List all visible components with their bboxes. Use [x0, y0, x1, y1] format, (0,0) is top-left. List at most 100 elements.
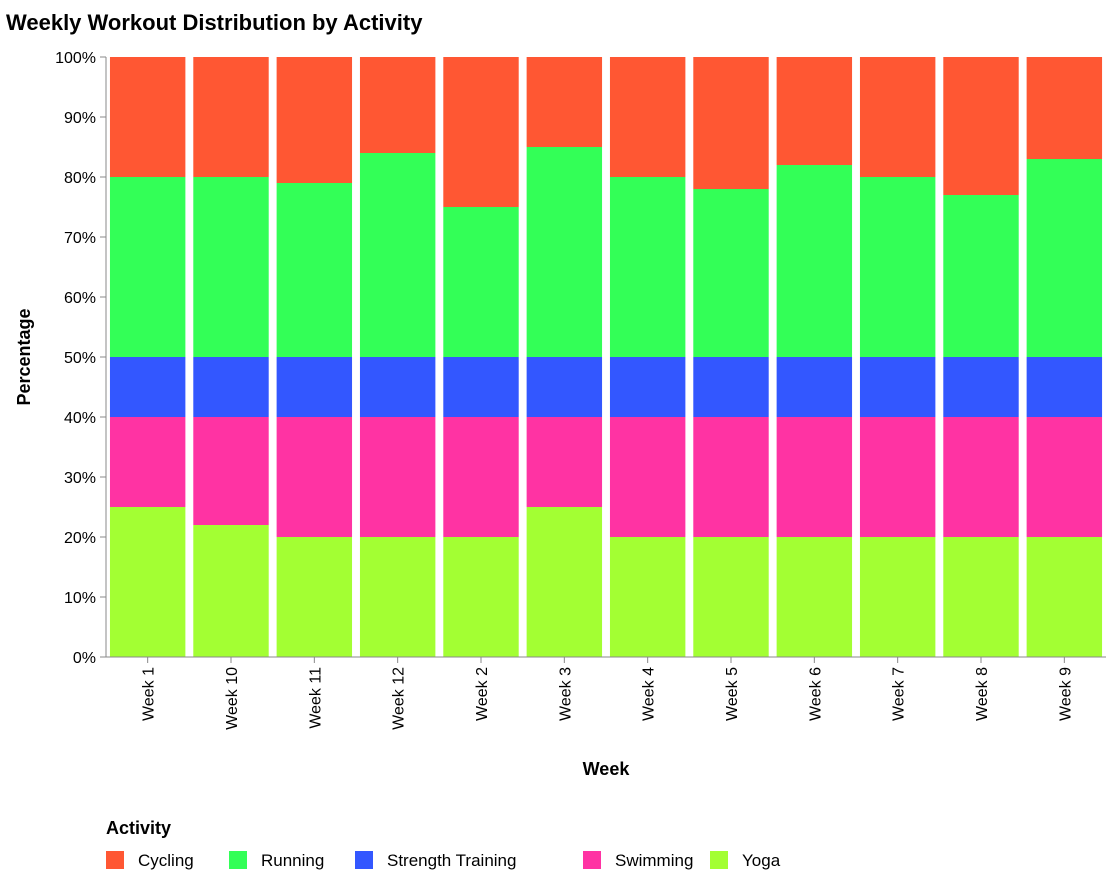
bars-group [109, 57, 1103, 657]
bar-week-8-yoga [943, 537, 1019, 657]
bar-week-2-swimming [443, 417, 519, 537]
bar-week-6-strength-training [776, 357, 853, 417]
bar-week-1-swimming [109, 417, 186, 507]
x-axis: Week 1 Week 10 Week 11 Week 12 Week 2 Week 3 W… [106, 656, 1106, 730]
bar-week-1-running [109, 177, 186, 357]
bar-week-4-running [609, 177, 686, 357]
x-tick-label: Week 1 [141, 667, 158, 721]
x-tick-label: Week 3 [557, 667, 574, 721]
y-tick-label: 70% [64, 230, 96, 247]
chart-title: Weekly Workout Distribution by Activity [6, 10, 423, 35]
bar-week-8-cycling [943, 57, 1019, 195]
bar-week-6-yoga [776, 537, 853, 657]
legend-item-cycling: Cycling [106, 851, 194, 870]
x-tick-label: Week 8 [974, 667, 991, 721]
bar-week-3-strength-training [526, 357, 603, 417]
bar-week-1-cycling [109, 57, 186, 177]
bar-week-11-yoga [276, 537, 353, 657]
bar-week-8-swimming [943, 417, 1019, 537]
bar-week-2-yoga [443, 537, 519, 657]
x-axis-label: Week [583, 759, 631, 779]
y-tick-label: 100% [55, 50, 96, 67]
bar-week-4-cycling [609, 57, 686, 177]
bar-week-10-swimming [193, 417, 269, 525]
bar-week-10-yoga [193, 525, 269, 657]
x-tick-label: Week 9 [1057, 667, 1074, 721]
bar-week-2-running [443, 207, 519, 357]
bar-week-5-swimming [693, 417, 769, 537]
legend-items: Cycling Running Strength Training Swimming Y… [106, 851, 781, 870]
bar-week-7-cycling [859, 57, 936, 177]
bar-week-5-yoga [693, 537, 769, 657]
bar-week-5-cycling [693, 57, 769, 189]
bar-week-11-swimming [276, 417, 353, 537]
bar-week-10-strength-training [193, 357, 269, 417]
y-tick-label: 50% [64, 350, 96, 367]
bar-week-2-cycling [443, 57, 519, 207]
y-tick-label: 20% [64, 530, 96, 547]
y-tick-label: 90% [64, 110, 96, 127]
bar-week-8-strength-training [943, 357, 1019, 417]
bar-week-12-running [359, 153, 436, 357]
legend-label: Strength Training [387, 851, 516, 870]
bar-week-7-swimming [859, 417, 936, 537]
legend: Activity Cycling Running Strength Training… [106, 818, 781, 870]
legend-swatch [710, 851, 728, 869]
y-tick-label: 60% [64, 290, 96, 307]
bar-week-11-cycling [276, 57, 353, 183]
x-tick-label: Week 5 [724, 667, 741, 721]
bar-week-4-yoga [609, 537, 686, 657]
legend-label: Swimming [615, 851, 693, 870]
bar-week-7-running [859, 177, 936, 357]
bar-week-5-strength-training [693, 357, 769, 417]
x-tick-label: Week 7 [891, 667, 908, 721]
legend-swatch [229, 851, 247, 869]
legend-label: Yoga [742, 851, 781, 870]
legend-label: Running [261, 851, 324, 870]
bar-week-10-running [193, 177, 269, 357]
legend-item-yoga: Yoga [710, 851, 781, 870]
bar-week-3-cycling [526, 57, 603, 147]
legend-swatch [583, 851, 601, 869]
bar-week-6-swimming [776, 417, 853, 537]
bar-week-9-running [1026, 159, 1103, 357]
bar-week-1-yoga [109, 507, 186, 657]
y-axis-label: Percentage [14, 308, 34, 405]
legend-item-strength-training: Strength Training [355, 851, 516, 870]
y-tick-label: 40% [64, 410, 96, 427]
bar-week-3-running [526, 147, 603, 357]
bar-week-12-cycling [359, 57, 436, 153]
x-tick-label: Week 10 [224, 667, 241, 730]
bar-week-12-strength-training [359, 357, 436, 417]
y-tick-label: 0% [73, 650, 96, 667]
bar-week-9-cycling [1026, 57, 1103, 159]
bar-week-8-running [943, 195, 1019, 357]
bar-week-9-strength-training [1026, 357, 1103, 417]
legend-item-running: Running [229, 851, 324, 870]
legend-swatch [106, 851, 124, 869]
y-axis: 0% 10% 20% 30% 40% 50% 60% 70% 80% 90% 100% [55, 50, 107, 667]
x-tick-label: Week 11 [307, 667, 324, 729]
bar-week-7-yoga [859, 537, 936, 657]
legend-label: Cycling [138, 851, 194, 870]
bar-week-1-strength-training [109, 357, 186, 417]
legend-title: Activity [106, 818, 171, 838]
bar-week-11-running [276, 183, 353, 357]
bar-week-3-yoga [526, 507, 603, 657]
bar-week-9-yoga [1026, 537, 1103, 657]
x-tick-label: Week 4 [641, 667, 658, 721]
x-tick-label: Week 12 [391, 667, 408, 730]
bar-week-4-swimming [609, 417, 686, 537]
legend-swatch [355, 851, 373, 869]
y-tick-label: 80% [64, 170, 96, 187]
bar-week-12-yoga [359, 537, 436, 657]
bar-week-2-strength-training [443, 357, 519, 417]
y-tick-label: 10% [64, 590, 96, 607]
bar-week-5-running [693, 189, 769, 357]
y-tick-label: 30% [64, 470, 96, 487]
bar-week-4-strength-training [609, 357, 686, 417]
bar-week-6-cycling [776, 57, 853, 165]
bar-week-9-swimming [1026, 417, 1103, 537]
bar-week-11-strength-training [276, 357, 353, 417]
